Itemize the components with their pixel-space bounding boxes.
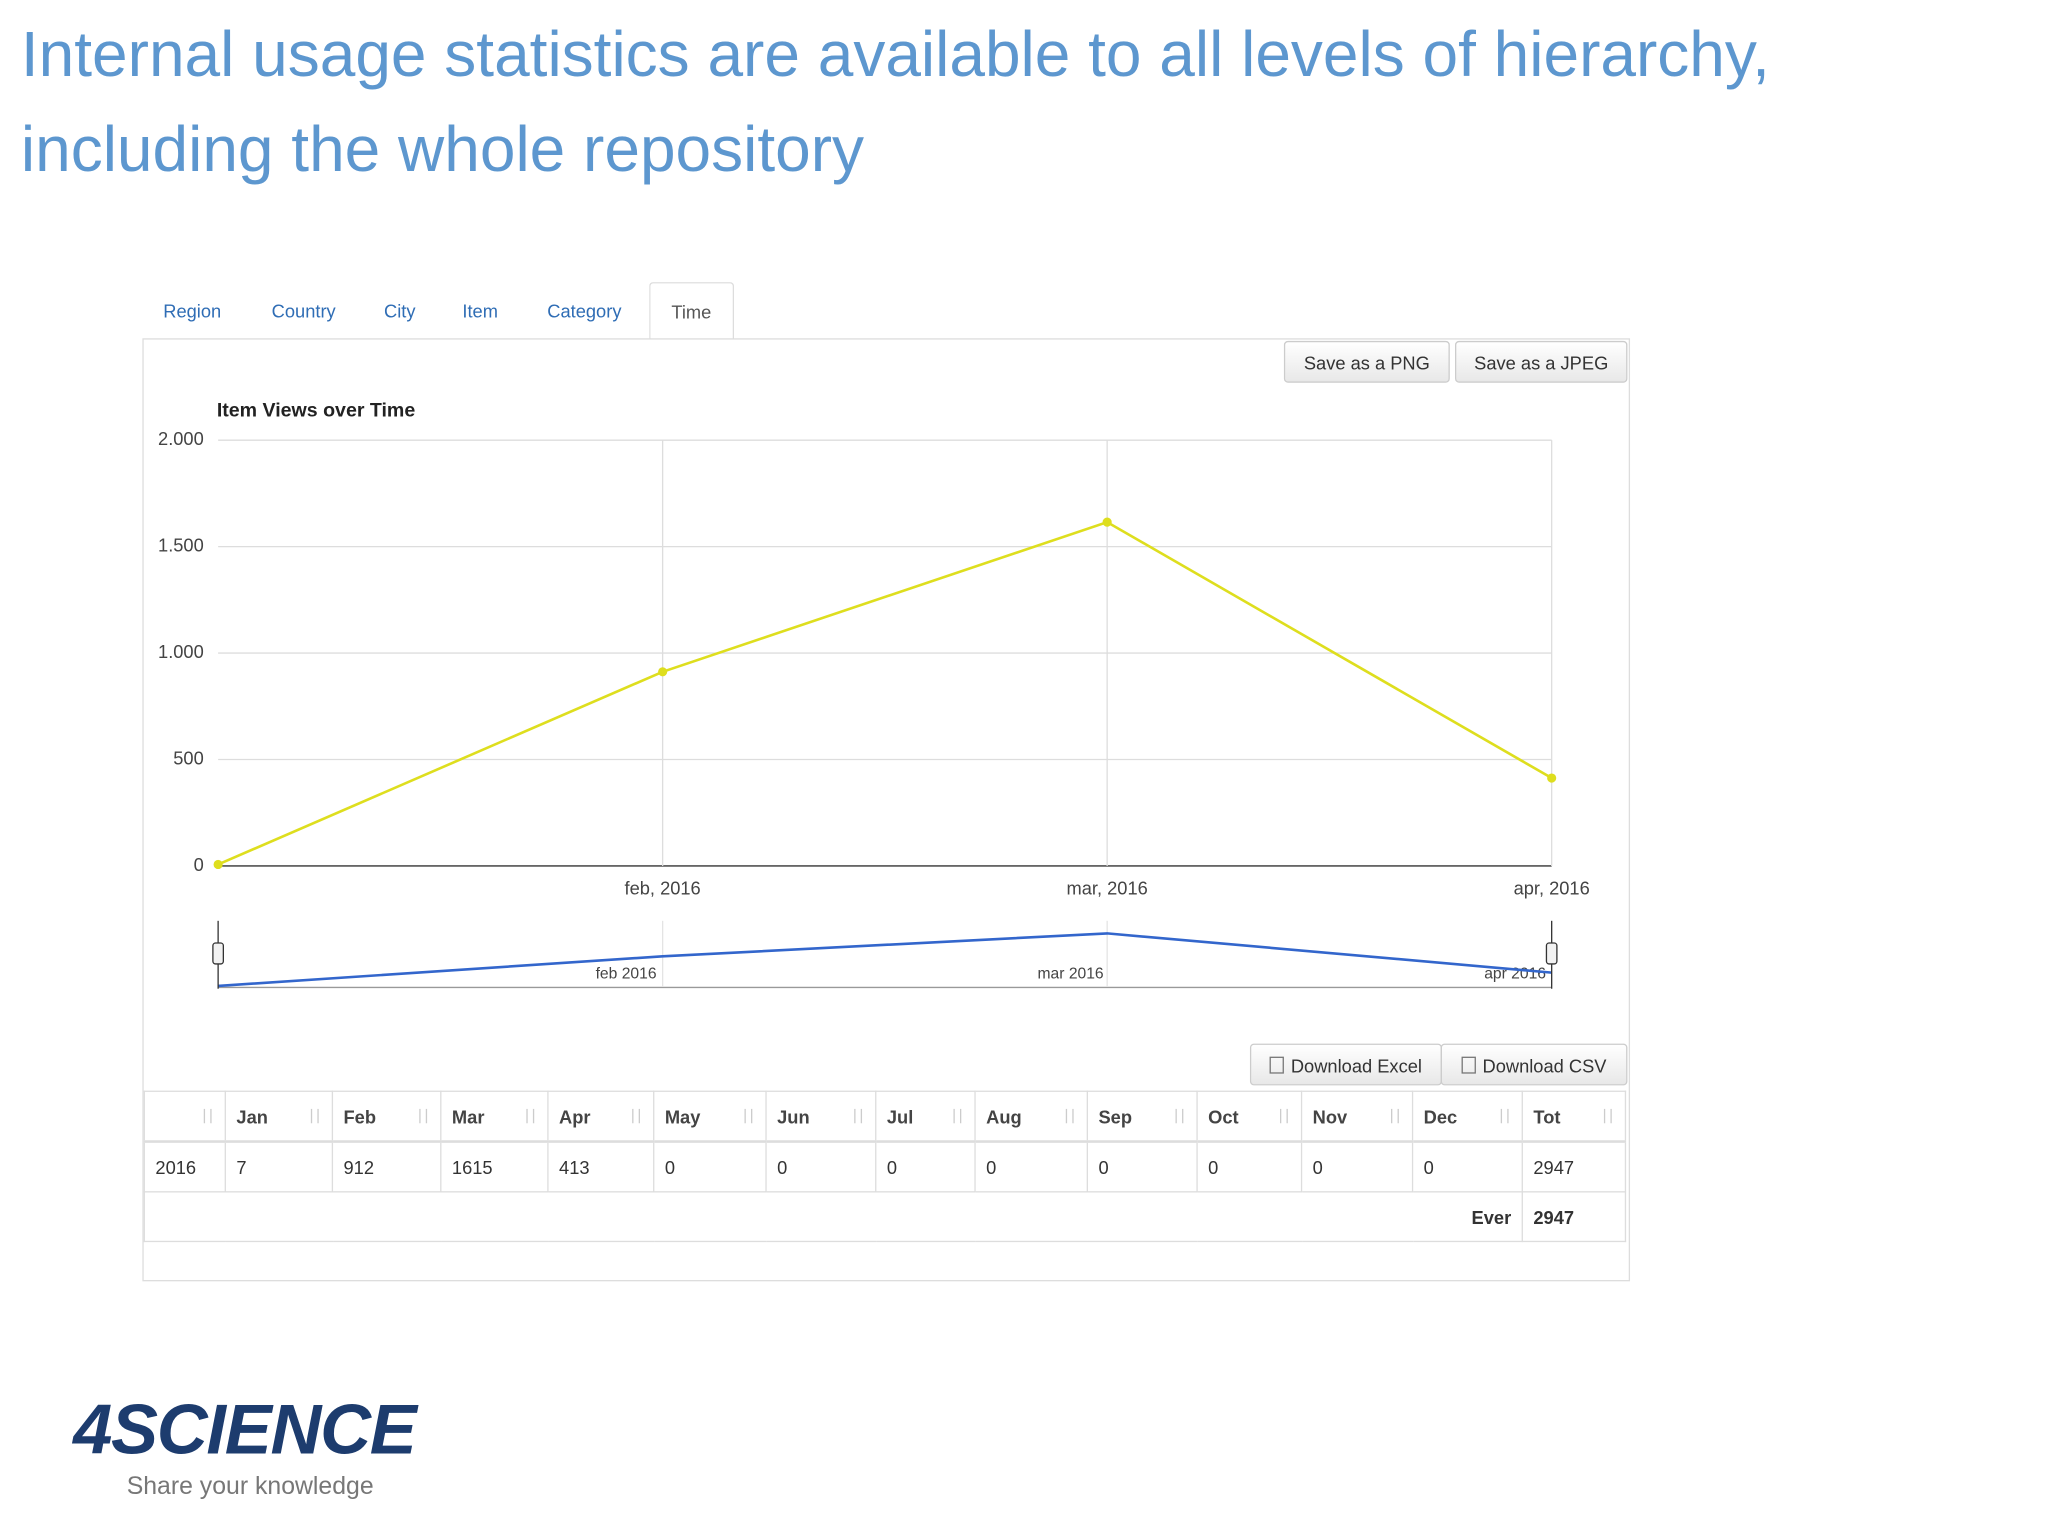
slide-title: Internal usage statistics are available … (20, 19, 1770, 91)
cell: 2947 (1521, 1140, 1627, 1193)
button[interactable]: Download Excel (1249, 1043, 1442, 1086)
footer-value: 2947 (1521, 1191, 1627, 1243)
line (217, 520, 1553, 866)
panel (142, 338, 1631, 1282)
icon (1461, 1056, 1476, 1074)
column-header[interactable]: Mar (440, 1090, 549, 1143)
tab[interactable]: City (383, 300, 416, 322)
cell: 0 (1300, 1140, 1414, 1193)
tab[interactable]: Country (271, 300, 336, 322)
tab[interactable]: Category (547, 300, 622, 322)
x-tick-label: mar, 2016 (1067, 877, 1148, 898)
navigator-label: mar 2016 (1038, 966, 1104, 983)
y-tick-label: 500 (173, 747, 203, 768)
point (658, 667, 668, 677)
footer-row: Ever 2947 (143, 1191, 1627, 1243)
cell: 0 (875, 1140, 976, 1193)
column-header[interactable]: Dec (1411, 1090, 1523, 1143)
navigator-line (218, 932, 1552, 988)
slide-title: including the whole repository (20, 114, 865, 186)
y-tick-label: 0 (194, 854, 204, 875)
logo-tagline: Share your knowledge (126, 1473, 374, 1501)
button-label: Download CSV (1482, 1055, 1607, 1077)
data-row: 2016 7 912 1615 413 0 0 0 0 0 0 0 0 2947 (143, 1140, 1627, 1193)
column-header[interactable]: Oct (1196, 1090, 1303, 1143)
button[interactable]: Save as a PNG (1283, 340, 1450, 383)
navigator-handle[interactable] (212, 942, 224, 965)
column-header[interactable]: Apr (547, 1090, 655, 1143)
x-tick-label: feb, 2016 (625, 877, 701, 898)
navigator-handle[interactable] (1545, 942, 1558, 965)
chart-title: Item Views over Time (217, 400, 416, 422)
cell: 0 (765, 1140, 877, 1193)
icon (1269, 1056, 1285, 1074)
button[interactable]: Save as a JPEG (1455, 340, 1628, 383)
header-row: Jan Feb Mar Apr May Jun Jul Aug Sep Oct Nov Dec Tot (143, 1090, 1627, 1143)
cell: 1615 (440, 1140, 549, 1193)
cell: 0 (1411, 1140, 1523, 1193)
column-header[interactable] (143, 1090, 226, 1143)
column-header[interactable]: Nov (1300, 1090, 1414, 1143)
cell: 0 (1196, 1140, 1303, 1193)
cell: 0 (1086, 1140, 1198, 1193)
column-header[interactable]: Tot (1521, 1090, 1627, 1143)
y-tick-label: 1.000 (158, 641, 204, 662)
column-header[interactable]: Jul (875, 1090, 976, 1143)
cell: 7 (224, 1140, 334, 1193)
footer-label: Ever (143, 1191, 1523, 1243)
logo: 4SCIENCE (73, 1391, 417, 1470)
column-header[interactable]: Feb (331, 1090, 442, 1143)
y-tick-label: 1.500 (158, 534, 204, 555)
column-header[interactable]: Jan (224, 1090, 334, 1143)
y-tick-label: 2.000 (158, 428, 204, 449)
tab[interactable]: Region (163, 300, 222, 322)
column-header[interactable]: Aug (974, 1090, 1088, 1143)
cell: 0 (653, 1140, 767, 1193)
cell: 912 (331, 1140, 442, 1193)
cell: 0 (974, 1140, 1088, 1193)
column-header[interactable]: May (653, 1090, 767, 1143)
cell: 413 (547, 1140, 655, 1193)
column-header[interactable]: Sep (1086, 1090, 1198, 1143)
tab[interactable]: Item (462, 300, 498, 322)
point (213, 859, 223, 870)
button-label: Download Excel (1290, 1055, 1422, 1077)
data-table: Jan Feb Mar Apr May Jun Jul Aug Sep Oct Nov Dec Tot 2… (143, 1090, 1627, 1243)
x-tick-label: apr, 2016 (1514, 877, 1590, 898)
point (1547, 773, 1557, 783)
navigator-label: feb 2016 (596, 966, 657, 983)
column-header[interactable]: Jun (765, 1090, 877, 1143)
cell: 2016 (143, 1140, 226, 1193)
point (1102, 517, 1112, 527)
button[interactable]: Download CSV (1440, 1043, 1628, 1086)
